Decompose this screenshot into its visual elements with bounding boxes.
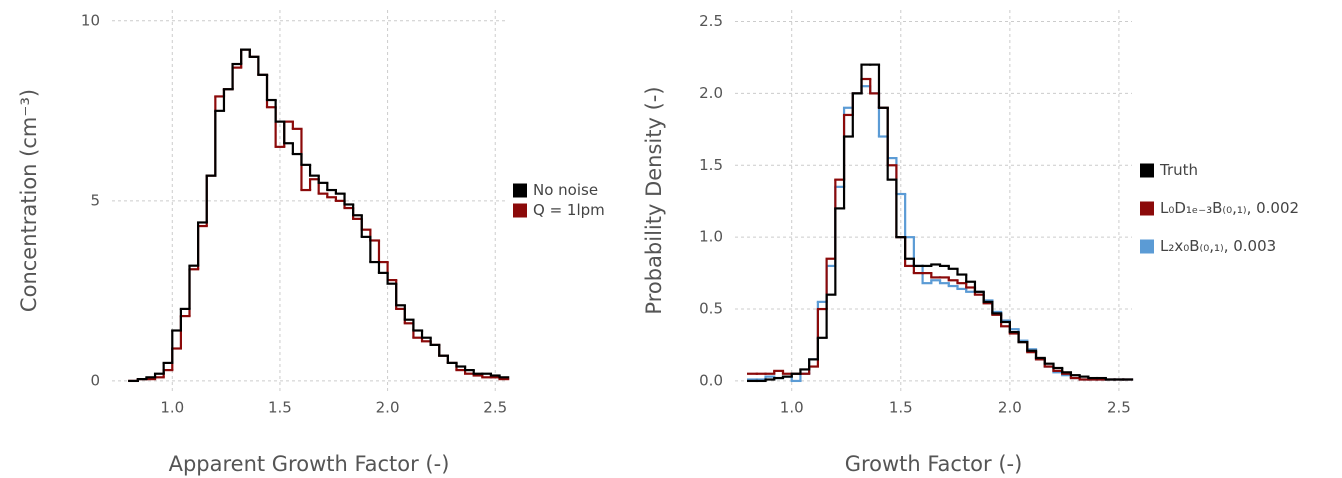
- legend-swatch: [513, 203, 527, 218]
- y-axis-label: Probability Density (-): [642, 86, 666, 314]
- y-axis-label: Concentration (cm⁻³): [17, 89, 41, 312]
- x-tick-label: 2.5: [1107, 399, 1131, 417]
- legend-label: L₂x₀B₍₀,₁₎, 0.003: [1160, 237, 1276, 255]
- legend-swatch: [1140, 239, 1154, 254]
- legend-label: No noise: [533, 181, 598, 199]
- x-axis-label: Growth Factor (-): [845, 452, 1023, 476]
- legend-swatch: [513, 183, 527, 198]
- legend-swatch: [1140, 201, 1154, 216]
- x-axis-label: Apparent Growth Factor (-): [169, 452, 450, 476]
- x-tick-label: 1.5: [889, 399, 913, 417]
- legend-label: Q = 1lpm: [533, 201, 605, 219]
- y-tick-label: 5: [90, 191, 100, 209]
- legend-label: Truth: [1159, 161, 1198, 179]
- legend-label: L₀D₁ₑ₋₃B₍₀,₁₎, 0.002: [1160, 199, 1299, 217]
- y-tick-label: 0.5: [699, 300, 723, 318]
- x-tick-label: 1.0: [160, 399, 184, 417]
- y-tick-label: 10: [81, 11, 100, 29]
- legend-swatch: [1140, 163, 1154, 178]
- y-tick-label: 2.0: [699, 84, 723, 102]
- x-tick-label: 2.5: [483, 399, 507, 417]
- y-tick-label: 0: [90, 371, 100, 389]
- x-tick-label: 1.0: [780, 399, 804, 417]
- y-tick-label: 0.0: [699, 371, 723, 389]
- y-tick-label: 1.5: [699, 156, 723, 174]
- x-tick-label: 1.5: [268, 399, 292, 417]
- y-tick-label: 1.0: [699, 228, 723, 246]
- y-tick-label: 2.5: [699, 12, 723, 30]
- x-tick-label: 2.0: [998, 399, 1022, 417]
- x-tick-label: 2.0: [376, 399, 400, 417]
